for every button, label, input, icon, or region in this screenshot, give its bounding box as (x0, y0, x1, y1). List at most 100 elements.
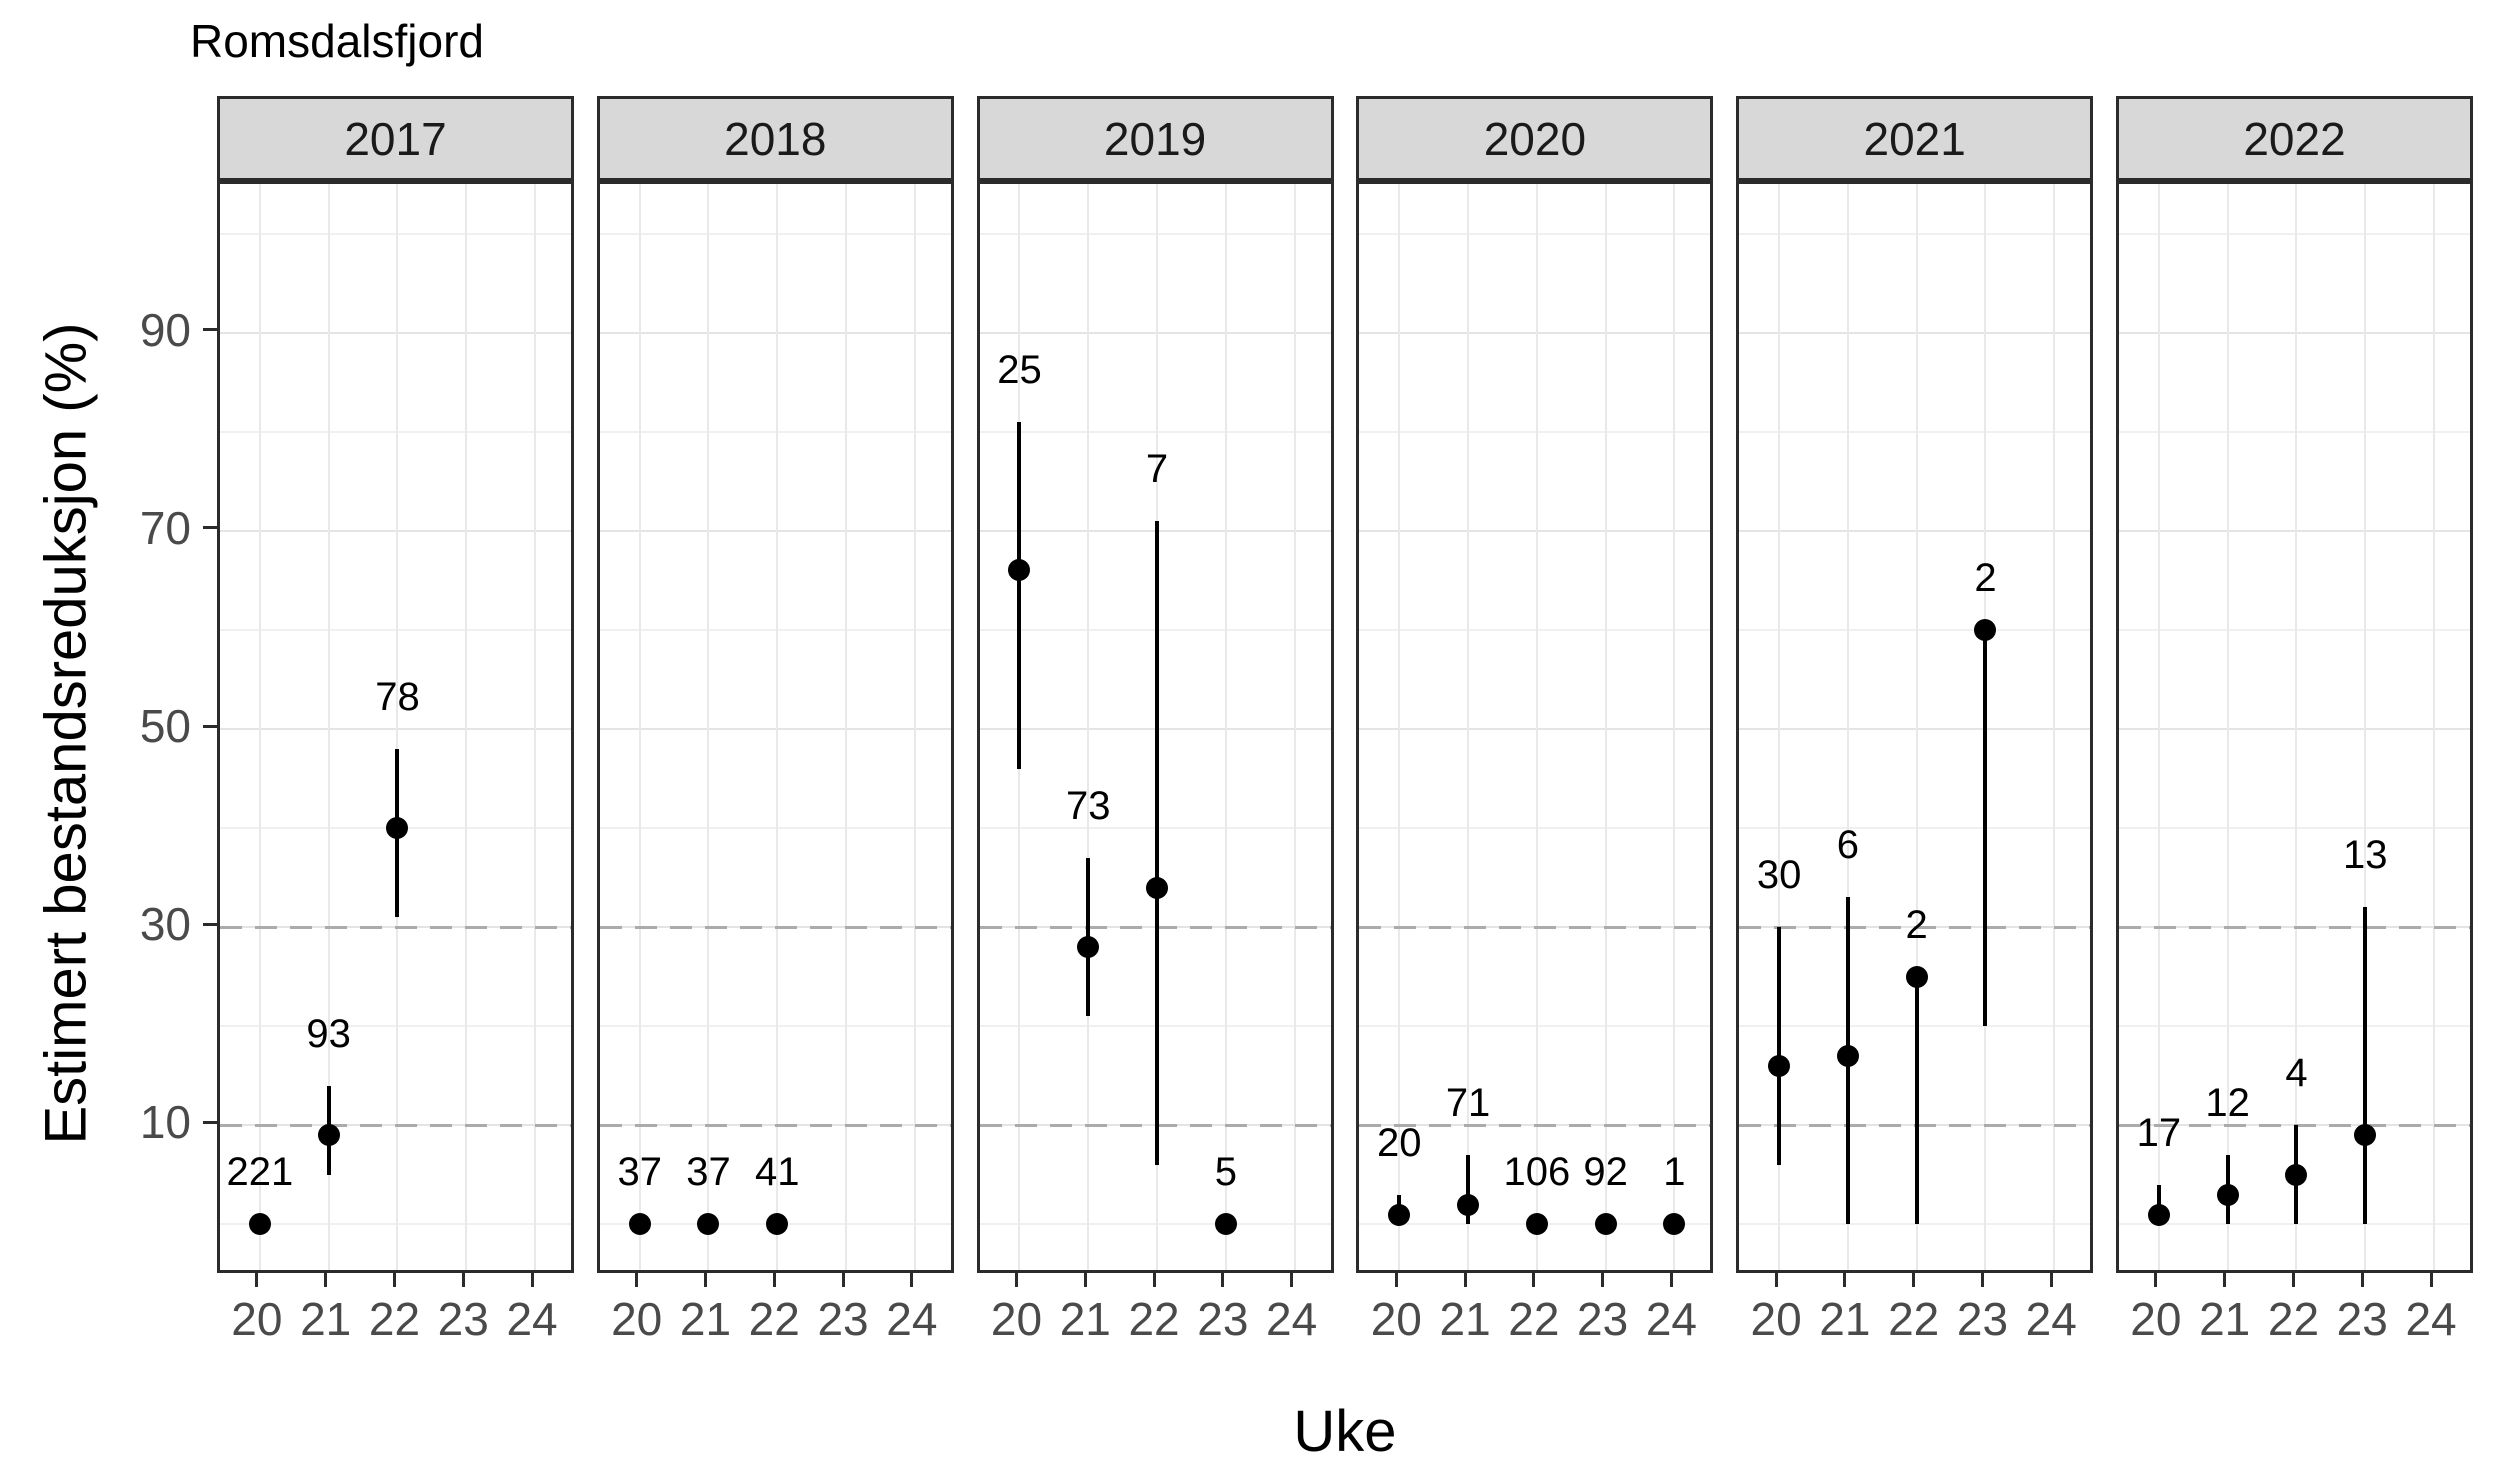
count-label: 93 (306, 1011, 351, 1056)
y-tick-label: 90 (139, 303, 191, 356)
count-label: 20 (1377, 1120, 1422, 1165)
x-tick-label: 20 (2130, 1293, 2182, 1345)
count-label: 1 (1663, 1150, 1686, 1195)
gridline-minor-h (599, 430, 951, 433)
x-axis-tick (703, 1273, 707, 1287)
gridline-week-v (1398, 184, 1401, 1270)
x-tick-label: 24 (886, 1293, 938, 1345)
gridline-week-v (2226, 184, 2229, 1270)
gridline-week-v (258, 184, 261, 1270)
error-bar (1914, 976, 1919, 1225)
gridline-week-v (2364, 184, 2367, 1270)
count-label: 6 (1836, 823, 1859, 868)
count-label: 37 (686, 1150, 731, 1195)
gridline-week-v (2433, 184, 2436, 1270)
gridline-week-v (913, 184, 916, 1270)
x-tick-label: 24 (1266, 1293, 1318, 1345)
x-tick-label: 22 (1508, 1293, 1560, 1345)
x-axis-tick (2154, 1273, 2158, 1287)
data-point (317, 1124, 340, 1147)
gridline-minor-h (979, 430, 1331, 433)
x-tick-label: 23 (1577, 1293, 1629, 1345)
error-bar (2363, 907, 2368, 1225)
count-label: 2 (1974, 555, 1997, 600)
data-point (1663, 1213, 1686, 1236)
error-bar (1155, 520, 1160, 1165)
gridline-week-v (1087, 184, 1090, 1270)
x-axis-tick (2360, 1273, 2364, 1287)
gridline-minor-h (2119, 827, 2470, 830)
gridline-minor-h (220, 1223, 571, 1226)
y-axis-tick (203, 328, 217, 332)
x-axis-tick (1290, 1273, 1294, 1287)
data-point (1457, 1193, 1480, 1216)
gridline-week-v (1604, 184, 1607, 1270)
gridline-major-h (220, 728, 571, 730)
reference-line-10 (220, 1123, 571, 1127)
y-axis-tick (203, 1120, 217, 1124)
gridline-week-v (1846, 184, 1849, 1270)
gridline-major-h (220, 529, 571, 532)
facet-strip-2021: 2021 (1736, 96, 2094, 181)
count-label: 37 (617, 1150, 662, 1195)
gridline-minor-h (2119, 628, 2470, 631)
gridline-minor-h (220, 232, 571, 235)
gridline-minor-h (2119, 1223, 2470, 1226)
data-point (2216, 1183, 2239, 1206)
data-point (1905, 965, 1928, 988)
data-point (1077, 936, 1100, 958)
data-point (2285, 1163, 2308, 1186)
reference-line-30 (2119, 925, 2470, 929)
data-point (2354, 1124, 2377, 1147)
data-point (386, 817, 409, 840)
x-tick-label: 22 (2267, 1293, 2320, 1345)
count-label: 71 (1445, 1081, 1491, 1126)
gridline-major-h (599, 728, 951, 730)
gridline-minor-h (979, 232, 1331, 235)
facet-strip-2018: 2018 (596, 96, 954, 181)
x-tick-label: 23 (1197, 1293, 1249, 1345)
x-tick-label: 24 (2405, 1293, 2457, 1345)
error-bar (1017, 421, 1022, 769)
facet-panel-2021: 30 6 2 2 (1736, 181, 2094, 1273)
gridline-minor-h (220, 430, 571, 433)
x-axis-tick (530, 1273, 534, 1287)
data-point (248, 1213, 271, 1236)
x-tick-label: 24 (2025, 1293, 2077, 1345)
x-tick-label: 20 (990, 1293, 1043, 1345)
data-point (1388, 1203, 1411, 1226)
x-axis-title: Uke (1293, 1399, 1397, 1464)
x-tick-label: 22 (748, 1293, 800, 1345)
x-axis-tick (1221, 1273, 1225, 1287)
reference-line-10 (1359, 1123, 1711, 1127)
y-tick-label: 10 (139, 1096, 191, 1149)
gridline-major-h (2119, 728, 2470, 730)
x-axis-tick (635, 1273, 639, 1287)
gridline-minor-h (599, 1025, 951, 1028)
gridline-major-h (1739, 529, 2091, 532)
gridline-week-v (2295, 184, 2298, 1270)
error-bar (1777, 927, 1782, 1165)
x-tick-label: 22 (368, 1293, 421, 1345)
x-tick-label: 23 (817, 1293, 869, 1345)
count-label: 73 (1066, 783, 1111, 828)
gridline-minor-h (1359, 628, 1711, 631)
facet-strip-label: 2022 (2243, 112, 2346, 165)
x-tick-label: 22 (1128, 1293, 1180, 1345)
x-axis-tick (461, 1273, 465, 1287)
count-label: 2 (1905, 902, 1928, 947)
error-bar (1983, 629, 1988, 1027)
gridline-week-v (1778, 184, 1781, 1270)
gridline-week-v (396, 184, 399, 1270)
count-label: 221 (226, 1150, 294, 1195)
gridline-minor-h (1359, 1025, 1711, 1028)
reference-line-30 (1739, 925, 2091, 929)
gridline-week-v (845, 184, 848, 1270)
x-axis-tick (1014, 1273, 1018, 1287)
x-tick-label: 21 (1819, 1293, 1871, 1345)
data-point (1525, 1213, 1548, 1236)
x-tick-label: 24 (506, 1293, 558, 1345)
facet-strip-label: 2017 (344, 112, 447, 165)
x-axis-tick (1980, 1273, 1984, 1287)
gridline-week-v (1915, 184, 1918, 1270)
